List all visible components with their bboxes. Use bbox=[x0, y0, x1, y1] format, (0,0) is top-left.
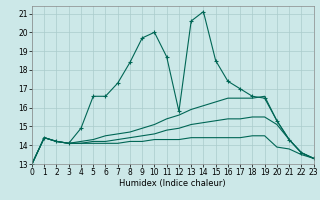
X-axis label: Humidex (Indice chaleur): Humidex (Indice chaleur) bbox=[119, 179, 226, 188]
